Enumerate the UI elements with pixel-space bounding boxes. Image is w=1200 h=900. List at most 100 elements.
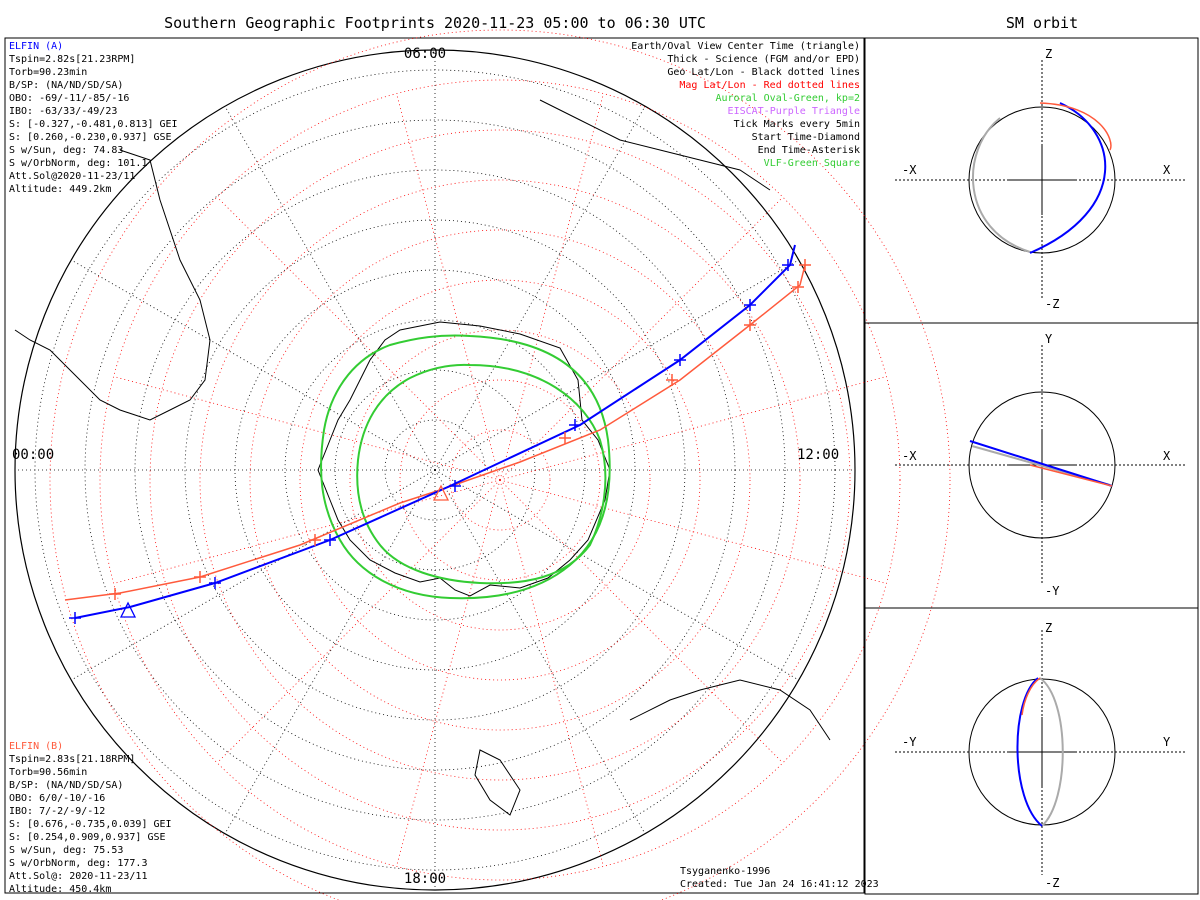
mag-meridian-line [499, 376, 887, 481]
sm-orbit-blue [969, 440, 1113, 487]
mag-latitude-circle [99, 79, 901, 881]
geo-meridian-line [224, 469, 436, 834]
sm-label-top: Z [1045, 621, 1052, 635]
coastlines [14, 99, 831, 816]
sm-orbit-blue [1029, 102, 1107, 254]
elfin-a-line: S: [0.260,-0.230,0.937] GSE [9, 132, 172, 143]
elfin-b-info: ELFIN (B) Tspin=2.83s[21.18RPM] Torb=90.… [9, 741, 172, 895]
geo-meridian-line [434, 469, 646, 834]
geo-meridian-line [434, 469, 799, 681]
sm-orbit-gray [1039, 677, 1064, 827]
clock-label-bottom: 18:00 [404, 871, 446, 887]
mag-meridian-line [396, 93, 501, 481]
geo-latitude-circle [184, 219, 686, 721]
coast-africa [539, 99, 771, 191]
sm-label-top: Y [1045, 332, 1053, 346]
elfin-a-line: OBO: -69/-11/-85/-16 [9, 93, 129, 104]
coast-antarctica [317, 321, 611, 597]
clock-label-top: 06:00 [404, 46, 446, 62]
mag-meridian-line [499, 479, 604, 867]
clock-label-left: 00:00 [12, 447, 54, 463]
legend-entry: End Time-Asterisk [758, 145, 860, 156]
coast-australia [629, 679, 831, 741]
legend-entry: Earth/Oval View Center Time (triangle) [631, 41, 860, 52]
legend-entry: VLF-Green Square [764, 158, 860, 169]
sm-panel-yz: Z -Z -Y Y [864, 607, 1199, 895]
globe-outline [14, 49, 856, 891]
legend-entry: Start Time-Diamond [752, 132, 860, 143]
sm-label-right: X [1163, 163, 1171, 177]
sm-label-bottom: -Z [1045, 876, 1059, 890]
legend-entry: Tick Marks every 5min [734, 119, 860, 130]
elfin-b-line: S w/Sun, deg: 75.53 [9, 845, 123, 856]
elfin-a-line: Tspin=2.82s[21.23RPM] [9, 54, 135, 65]
main-title: Southern Geographic Footprints 2020-11-2… [164, 14, 706, 32]
elfin-a-line: Att.Sol@2020-11-23/11 [9, 171, 135, 182]
elfin-b-line: OBO: 6/0/-10/-16 [9, 793, 105, 804]
mag-latitude-circle [49, 29, 951, 900]
mag-grid [49, 29, 951, 900]
elfin-b-line: ELFIN (B) [9, 741, 63, 752]
sm-label-right: Y [1163, 735, 1171, 749]
geo-latitude-circle [284, 319, 586, 621]
geo-meridian-line [71, 259, 436, 471]
footer-created: Created: Tue Jan 24 16:41:12 2023 [680, 879, 879, 890]
sm-orbit-title: SM orbit [1006, 14, 1078, 32]
sm-label-left: -X [902, 449, 917, 463]
sm-label-right: X [1163, 449, 1171, 463]
elfin-a-ticks [69, 259, 794, 624]
legend-entry: Mag Lat/Lon - Red dotted lines [679, 80, 860, 91]
legend-entry: Geo Lat/Lon - Black dotted lines [667, 67, 860, 78]
elfin-b-line: S: [0.254,0.909,0.937] GSE [9, 832, 166, 843]
sm-orbit-gray [972, 117, 1031, 253]
elfin-b-line: Altitude: 450.4km [9, 884, 111, 895]
elfin-a-line: Altitude: 449.2km [9, 184, 111, 195]
mag-meridian-line [113, 479, 501, 584]
mag-latitude-circle [249, 229, 751, 731]
elfin-b-line: S: [0.676,-0.735,0.039] GEI [9, 819, 172, 830]
legend: Earth/Oval View Center Time (triangle) T… [631, 41, 860, 169]
elfin-b-line: Torb=90.56min [9, 767, 87, 778]
sm-orbit-red [1021, 677, 1041, 716]
mag-latitude-circle [399, 379, 601, 581]
elfin-b-center-triangle [432, 484, 450, 501]
mag-meridian-line [499, 93, 604, 481]
sm-label-top: Z [1045, 47, 1052, 61]
mag-meridian-line [499, 479, 784, 764]
mag-latitude-circle [149, 129, 851, 831]
map-plot: 06:00 00:00 12:00 18:00 [12, 29, 951, 900]
sm-label-bottom: -Z [1045, 297, 1059, 311]
mag-latitude-circle [349, 329, 651, 631]
auroral-oval-outer [320, 334, 611, 600]
elfin-a-line: B/SP: (NA/ND/SD/SA) [9, 80, 123, 91]
sm-orbit-red [1029, 464, 1113, 487]
geo-meridian-line [434, 106, 646, 471]
sm-earth-circle [968, 391, 1116, 539]
mag-latitude-circle [449, 429, 551, 531]
elfin-b-track [64, 264, 806, 601]
geo-latitude-circle [84, 119, 786, 821]
elfin-b-line: S w/OrbNorm, deg: 177.3 [9, 858, 147, 869]
sm-orbit-blue [1016, 677, 1043, 827]
elfin-a-line: ELFIN (A) [9, 41, 63, 52]
elfin-a-line: S w/OrbNorm, deg: 101.1 [9, 158, 147, 169]
mag-meridian-line [216, 479, 501, 764]
mag-latitude-circle [199, 179, 801, 781]
sm-label-left: -X [902, 163, 917, 177]
sm-label-bottom: -Y [1045, 584, 1060, 598]
geo-meridian-line [224, 106, 436, 471]
elfin-a-info: ELFIN (A) Tspin=2.82s[21.23RPM] Torb=90.… [9, 41, 178, 195]
elfin-a-line: S: [-0.327,-0.481,0.813] GEI [9, 119, 178, 130]
sm-panel-xy: Y -Y -X X [864, 322, 1199, 609]
elfin-b-line: IBO: 7/-2/-9/-12 [9, 806, 105, 817]
elfin-b-line: B/SP: (NA/ND/SD/SA) [9, 780, 123, 791]
legend-entry: Auroral Oval-Green, kp=2 [716, 93, 861, 104]
legend-entry: EISCAT-Purple Triangle [728, 106, 860, 117]
elfin-b-line: Tspin=2.83s[21.18RPM] [9, 754, 135, 765]
mag-meridian-line [396, 479, 501, 867]
coast-south-america [14, 149, 211, 421]
sm-panel-frame [864, 607, 1199, 895]
mag-meridian-line [499, 479, 887, 584]
elfin-a-line: S w/Sun, deg: 74.83 [9, 145, 123, 156]
